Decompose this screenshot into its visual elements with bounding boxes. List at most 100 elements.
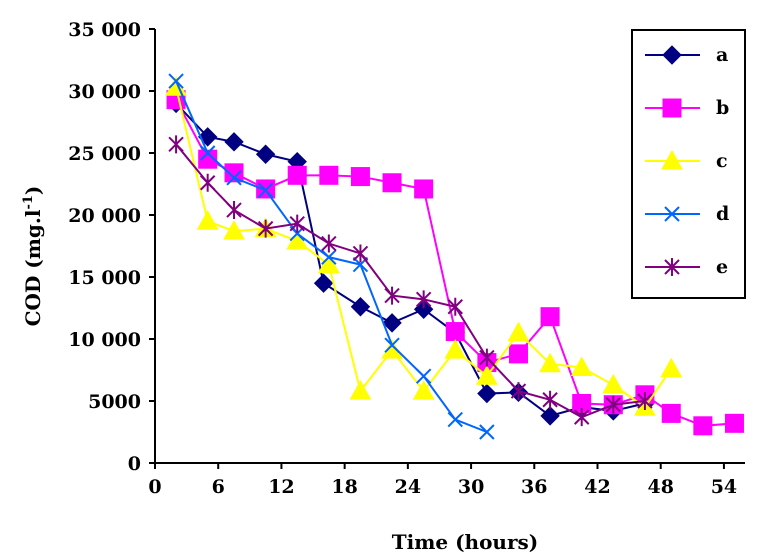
data-point-e xyxy=(199,173,216,192)
legend-entry-e: e xyxy=(645,256,728,278)
data-point-b xyxy=(382,173,402,193)
x-tick-label: 48 xyxy=(647,476,673,498)
axis-ticks: 0 5000 10 000 15 000 20 000 25 000 30 000 35 00… xyxy=(68,19,737,498)
data-point-d xyxy=(479,424,495,440)
data-point-d xyxy=(447,411,463,428)
x-tick-label: 6 xyxy=(212,476,225,498)
data-point-b xyxy=(414,179,434,199)
series-line-e xyxy=(175,143,646,419)
data-point-e xyxy=(352,244,369,263)
data-point-b xyxy=(724,413,744,433)
data-point-e xyxy=(447,297,463,316)
y-tick-label: 10 000 xyxy=(68,329,141,351)
data-point-c xyxy=(539,352,561,373)
data-point-b xyxy=(287,165,307,185)
y-axis-title-superscript: -1 xyxy=(21,195,36,209)
legend-label: c xyxy=(716,150,728,172)
y-axis-title-close: ) xyxy=(21,186,45,195)
series-line-a xyxy=(175,102,646,417)
data-point-b xyxy=(508,344,528,364)
data-point-b xyxy=(350,167,370,187)
plot-area xyxy=(165,73,744,440)
data-point-d xyxy=(384,337,400,353)
y-tick-label: 35 000 xyxy=(68,19,141,41)
axes xyxy=(154,29,745,464)
x-axis-title: Time (hours) xyxy=(392,530,538,554)
data-point-b xyxy=(224,163,244,183)
y-axis-title: COD (mg.l-1) xyxy=(21,186,45,327)
data-point-e xyxy=(542,390,558,409)
y-tick-label: 20 000 xyxy=(68,205,141,227)
legend-entry-c: c xyxy=(645,149,728,172)
data-point-c xyxy=(196,210,219,230)
legend-marker-a xyxy=(662,45,682,65)
y-tick-label: 0 xyxy=(128,453,141,475)
data-point-b xyxy=(540,307,560,327)
series-line-d xyxy=(175,80,488,433)
x-tick-label: 18 xyxy=(331,476,357,498)
data-point-e xyxy=(510,382,527,401)
data-point-c xyxy=(286,230,309,250)
y-tick-label: 30 000 xyxy=(68,81,141,103)
data-point-a xyxy=(540,406,560,426)
data-point-c xyxy=(476,365,498,385)
x-tick-label: 36 xyxy=(521,476,547,498)
data-point-a xyxy=(382,313,402,333)
legend-entry-b: b xyxy=(645,97,729,119)
data-point-b xyxy=(198,149,218,169)
data-point-c xyxy=(349,380,372,400)
data-point-e xyxy=(479,348,495,367)
legend-marker-b xyxy=(662,98,682,118)
legend-label: b xyxy=(716,97,729,119)
data-point-a xyxy=(224,132,244,152)
y-tick-label: 5000 xyxy=(88,391,141,413)
data-point-e xyxy=(257,219,274,238)
data-point-b xyxy=(319,165,339,185)
data-point-d xyxy=(321,249,337,265)
data-point-b xyxy=(445,322,465,342)
series-d xyxy=(168,73,495,440)
data-point-d xyxy=(415,368,432,384)
data-point-d xyxy=(226,170,242,186)
series-line-c xyxy=(175,87,673,409)
legend-marker-e xyxy=(664,258,680,276)
data-point-e xyxy=(573,408,590,427)
data-point-b xyxy=(661,403,681,423)
data-point-e xyxy=(168,135,184,154)
data-point-c xyxy=(444,339,467,359)
data-point-d xyxy=(168,73,184,89)
data-point-c xyxy=(223,220,245,240)
legend-marker-c xyxy=(661,149,683,170)
data-point-e xyxy=(605,395,622,414)
data-point-c xyxy=(317,253,340,274)
data-point-e xyxy=(384,286,400,305)
data-point-c xyxy=(660,357,683,378)
data-point-b xyxy=(693,416,713,436)
data-point-e xyxy=(226,201,242,220)
y-tick-label: 25 000 xyxy=(68,143,141,165)
x-tick-label: 54 xyxy=(711,476,737,498)
data-point-a xyxy=(477,383,497,404)
legend-label: a xyxy=(716,44,728,66)
data-point-e xyxy=(321,234,337,253)
legend-marker-d xyxy=(664,206,680,222)
legend-label: d xyxy=(716,203,729,225)
x-tick-label: 42 xyxy=(584,476,610,498)
series-e xyxy=(168,135,653,427)
legend-entry-a: a xyxy=(645,44,728,66)
series-c xyxy=(165,76,683,416)
data-point-a xyxy=(313,273,334,293)
y-axis-title-main: COD (mg.l xyxy=(21,209,45,326)
data-point-c xyxy=(412,380,435,400)
legend-label: e xyxy=(716,256,728,278)
x-tick-label: 0 xyxy=(148,476,161,498)
data-point-c xyxy=(507,321,530,342)
data-point-a xyxy=(350,297,371,317)
data-point-c xyxy=(602,373,625,394)
legend-box xyxy=(631,29,746,299)
legend: a b c d e xyxy=(631,29,746,299)
data-point-d xyxy=(199,145,216,161)
data-point-e xyxy=(289,214,305,233)
x-tick-label: 30 xyxy=(458,476,484,498)
